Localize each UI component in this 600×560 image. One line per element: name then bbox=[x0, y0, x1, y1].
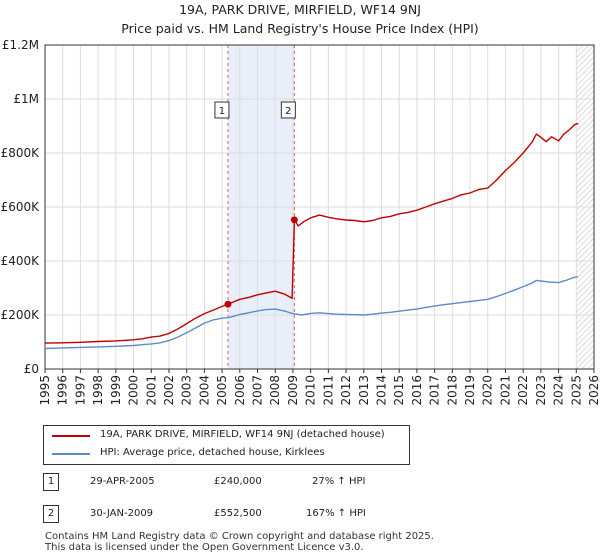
x-tick-label: 2017 bbox=[428, 375, 442, 406]
footer-licence: This data is licensed under the Open Gov… bbox=[45, 542, 364, 553]
x-tick-label: 2024 bbox=[552, 375, 566, 406]
chart-marker-1: 1 bbox=[214, 101, 230, 119]
sale-price-2: £552,500 bbox=[214, 508, 262, 519]
x-tick-label: 2007 bbox=[251, 375, 265, 406]
chart-marker-2: 2 bbox=[280, 101, 296, 119]
sale-row-2: 2 30-JAN-2009 £552,500 167% ↑ HPI bbox=[0, 505, 600, 525]
chart-marker-box-1 bbox=[214, 101, 230, 119]
sale-hpi-change-1: 27% ↑ HPI bbox=[312, 476, 366, 487]
legend-label-property: 19A, PARK DRIVE, MIRFIELD, WF14 9NJ (det… bbox=[100, 429, 385, 440]
legend-label-hpi: HPI: Average price, detached house, Kirk… bbox=[100, 447, 325, 458]
x-tick-label: 2000 bbox=[127, 375, 141, 406]
y-tick-label: £1.2M bbox=[2, 38, 39, 52]
x-tick-label: 2010 bbox=[304, 375, 318, 406]
x-tick-label: 2020 bbox=[481, 375, 495, 406]
y-tick-label: £1M bbox=[13, 92, 39, 106]
footer-copyright: Contains HM Land Registry data © Crown c… bbox=[45, 531, 434, 542]
chart-subtitle: Price paid vs. HM Land Registry's House … bbox=[121, 21, 479, 36]
y-tick-label: £0 bbox=[24, 362, 39, 376]
chart-title: 19A, PARK DRIVE, MIRFIELD, WF14 9NJ bbox=[179, 2, 421, 17]
legend-line-hpi bbox=[52, 453, 90, 455]
legend: 19A, PARK DRIVE, MIRFIELD, WF14 9NJ (det… bbox=[43, 425, 410, 465]
sale-row-1: 1 29-APR-2005 £240,000 27% ↑ HPI bbox=[0, 473, 600, 493]
x-tick-label: 2012 bbox=[339, 375, 353, 406]
x-tick-label: 2022 bbox=[516, 375, 530, 406]
footer: Contains HM Land Registry data © Crown c… bbox=[45, 531, 434, 553]
plot-frame bbox=[44, 44, 595, 370]
x-tick-label: 2011 bbox=[321, 375, 335, 406]
x-tick-label: 2004 bbox=[197, 375, 211, 406]
y-tick-label: £200K bbox=[1, 308, 41, 322]
x-tick-label: 2014 bbox=[374, 375, 388, 406]
x-tick-label: 2026 bbox=[587, 375, 600, 406]
x-tick-label: 2003 bbox=[180, 375, 194, 406]
sale-point-2 bbox=[290, 216, 298, 224]
y-tick-label: £400K bbox=[1, 254, 41, 268]
legend-line-property bbox=[52, 435, 90, 437]
x-tick-label: 1999 bbox=[109, 375, 123, 406]
sale-marker-2: 2 bbox=[43, 505, 59, 523]
x-tick-label: 2021 bbox=[498, 375, 512, 406]
x-tick-label: 2001 bbox=[144, 375, 158, 406]
y-tick-label: £600K bbox=[1, 200, 41, 214]
x-tick-label: 1996 bbox=[56, 375, 70, 406]
property-series-line bbox=[44, 122, 579, 344]
x-tick-label: 2016 bbox=[410, 375, 424, 406]
x-tick-label: 2018 bbox=[445, 375, 459, 406]
x-tick-label: 2006 bbox=[233, 375, 247, 406]
x-tick-label: 2005 bbox=[215, 375, 229, 406]
x-tick-label: 1998 bbox=[91, 375, 105, 406]
x-tick-label: 2008 bbox=[268, 375, 282, 406]
x-tick-label: 2015 bbox=[392, 375, 406, 406]
sale-date-2: 30-JAN-2009 bbox=[90, 508, 154, 519]
hpi-series-line bbox=[44, 276, 579, 350]
sale-marker-1: 1 bbox=[43, 473, 59, 491]
x-tick-label: 2019 bbox=[463, 375, 477, 406]
x-tick-label: 2023 bbox=[534, 375, 548, 406]
chart-marker-box-2 bbox=[280, 101, 296, 119]
chart-marker-label-1: 1 bbox=[219, 106, 225, 117]
sale-date-1: 29-APR-2005 bbox=[90, 476, 155, 487]
x-tick-label: 2002 bbox=[162, 375, 176, 406]
x-tick-label: 2009 bbox=[286, 375, 300, 406]
y-tick-label: £800K bbox=[1, 146, 41, 160]
chart-marker-label-2: 2 bbox=[285, 106, 291, 117]
x-tick-label: 2025 bbox=[569, 375, 583, 406]
x-tick-label: 2013 bbox=[357, 375, 371, 406]
x-tick-label: 1997 bbox=[73, 375, 87, 406]
sale-price-1: £240,000 bbox=[214, 476, 262, 487]
sale-point-1 bbox=[224, 300, 232, 308]
sale-hpi-change-2: 167% ↑ HPI bbox=[306, 508, 366, 519]
x-tick-label: 1995 bbox=[38, 375, 52, 406]
